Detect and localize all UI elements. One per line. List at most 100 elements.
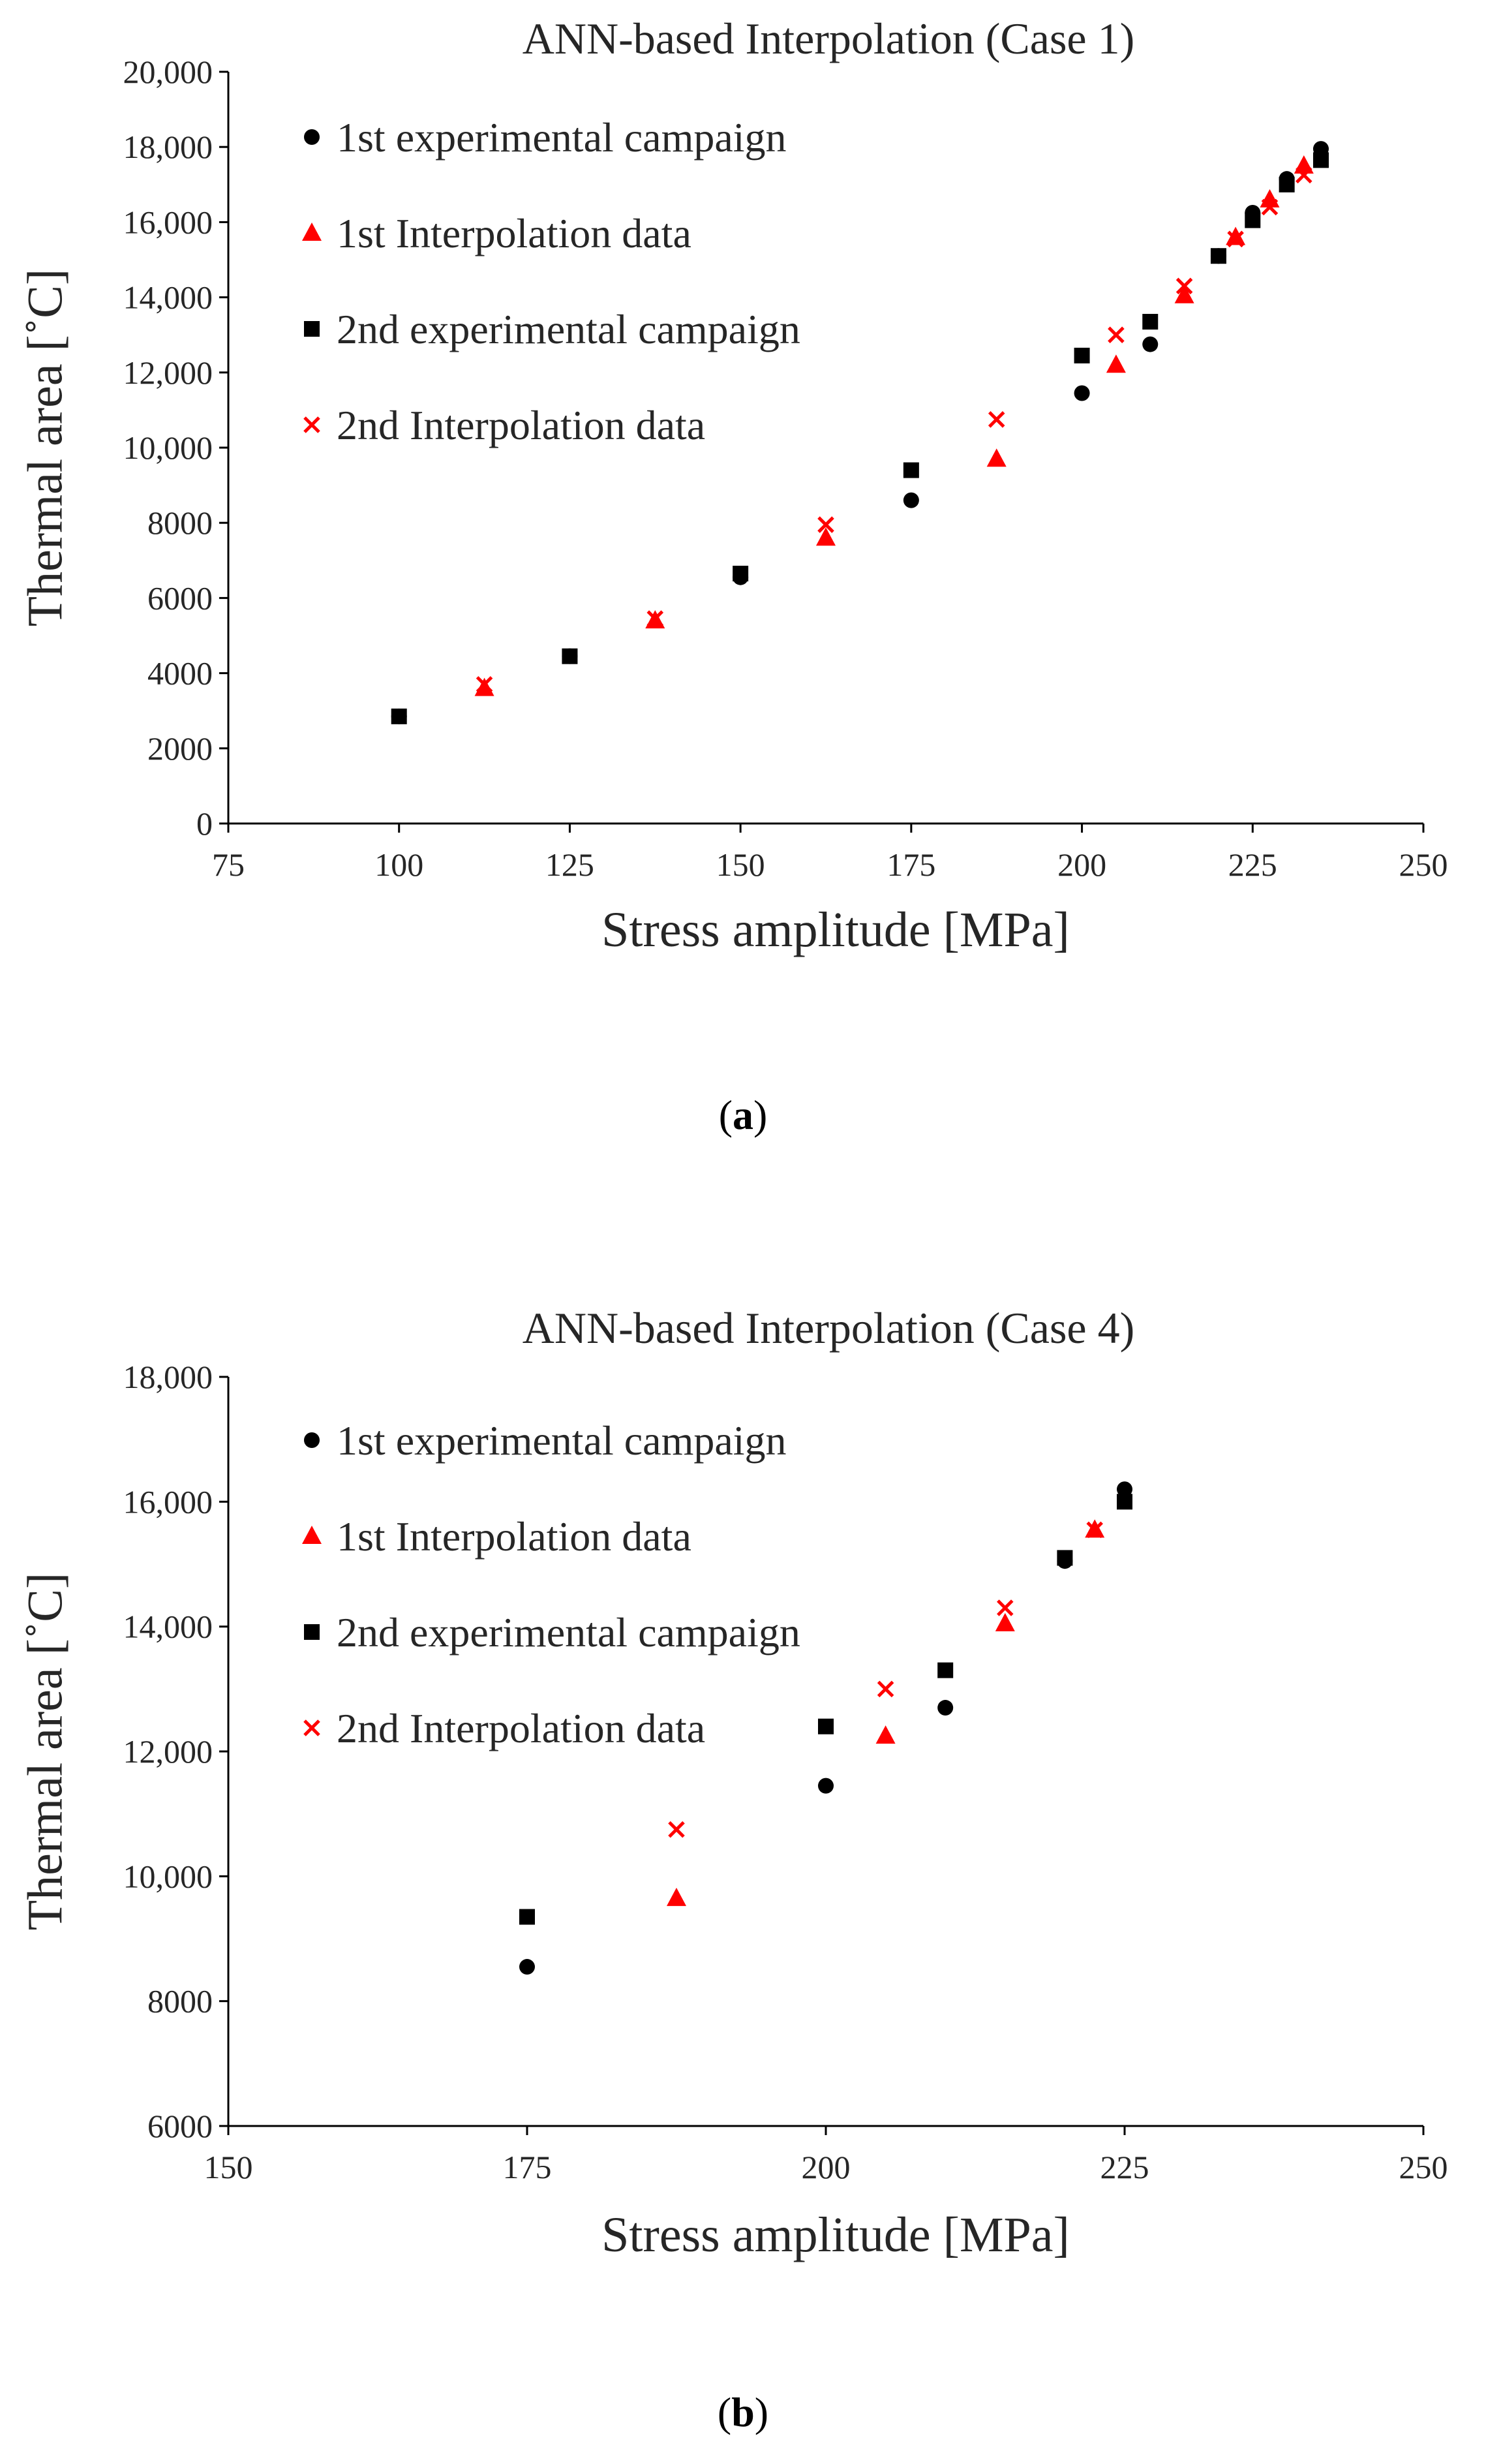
data-point-square [391, 708, 407, 724]
data-point-triangle [986, 448, 1007, 467]
data-point-square [937, 1662, 954, 1678]
data-point-triangle [1294, 155, 1314, 174]
x-axis-title: Stress amplitude [MPa] [601, 2208, 1070, 2262]
x-tick-label: 200 [802, 2149, 851, 2185]
data-point-triangle [474, 677, 494, 696]
data-point-square [562, 648, 578, 664]
y-tick-label: 12,000 [123, 1733, 213, 1770]
chart-panel-a: ANN-based Interpolation (Case 1) 0 2000 400… [18, 14, 1448, 1138]
legend-label: 2nd Interpolation data [337, 1705, 705, 1751]
data-point-triangle [995, 1612, 1015, 1631]
y-tick-label: 8000 [147, 1983, 213, 2020]
y-tick-label: 6000 [147, 579, 213, 616]
data-point-cross [1227, 230, 1244, 248]
x-tick-label: 175 [503, 2149, 552, 2185]
series-3 [391, 152, 1329, 724]
data-point-square [733, 565, 749, 581]
legend-label: 1st Interpolation data [337, 210, 691, 256]
data-point-circle [818, 1778, 834, 1794]
data-point-square [818, 1718, 834, 1734]
data-point-triangle [1226, 226, 1246, 245]
data-point-triangle [667, 1887, 686, 1906]
data-point-cross [1261, 198, 1279, 216]
legend-label: 2nd experimental campaign [337, 306, 800, 352]
legend-label: 1st experimental campaign [337, 114, 787, 161]
data-point-triangle [1106, 354, 1126, 373]
legend-marker-triangle [302, 223, 322, 241]
legend-label: 2nd Interpolation data [337, 402, 705, 448]
data-point-circle [1117, 1481, 1132, 1498]
data-point-cross [476, 676, 493, 693]
data-point-cross [817, 516, 834, 533]
x-tick-label: 100 [374, 846, 423, 883]
series-4 [476, 166, 1312, 693]
legend-label: 1st experimental campaign [337, 1417, 787, 1464]
data-point-cross [997, 1599, 1014, 1616]
x-tick-label: 175 [887, 846, 935, 883]
legend-marker-triangle [302, 1526, 322, 1544]
y-tick-label: 2000 [147, 730, 213, 767]
series-3 [519, 1494, 1132, 1925]
legend: 1st experimental campaign 1st Interpolati… [302, 114, 800, 448]
y-tick-label: 20,000 [123, 54, 213, 90]
data-point-circle [937, 1700, 954, 1716]
chart-panel-b: ANN-based Interpolation (Case 4) 6000 8000… [18, 1303, 1448, 2435]
data-point-cross [988, 411, 1005, 428]
y-tick-label: 16,000 [123, 1483, 213, 1520]
y-tick-label: 12,000 [123, 354, 213, 391]
legend-marker-cross [303, 1719, 320, 1736]
y-axis-title: Thermal area [˚C] [18, 269, 73, 627]
y-tick-label: 14,000 [123, 279, 213, 316]
legend-marker-cross [303, 416, 320, 433]
x-tick-label: 200 [1057, 846, 1106, 883]
y-tick-label: 4000 [147, 655, 213, 692]
data-point-square [1057, 1550, 1073, 1566]
chart-title: ANN-based Interpolation (Case 4) [523, 1303, 1135, 1353]
y-tick-label: 0 [196, 805, 213, 842]
legend-label: 1st Interpolation data [337, 1513, 691, 1560]
y-tick-label: 18,000 [123, 129, 213, 165]
legend: 1st experimental campaign 1st Interpolati… [302, 1417, 800, 1751]
legend-label: 2nd experimental campaign [337, 1609, 800, 1656]
y-tick-label: 8000 [147, 504, 213, 541]
chart-title: ANN-based Interpolation (Case 1) [523, 14, 1135, 63]
y-tick-label: 6000 [147, 2108, 213, 2144]
y-tick-label: 10,000 [123, 429, 213, 466]
data-point-cross [1175, 277, 1193, 295]
data-point-circle [519, 1959, 535, 1975]
data-point-circle [903, 492, 919, 508]
series-2 [667, 1519, 1105, 1906]
legend-marker-square [304, 321, 320, 337]
data-point-triangle [816, 527, 836, 546]
legend-marker-square [304, 1624, 320, 1640]
data-point-square [1312, 152, 1329, 168]
x-tick-label: 75 [212, 846, 245, 883]
x-tick-label: 150 [204, 2149, 253, 2185]
data-point-cross [877, 1680, 894, 1698]
data-point-square [1142, 314, 1159, 330]
y-tick-label: 14,000 [123, 1609, 213, 1645]
data-point-cross [646, 610, 664, 627]
y-tick-label: 10,000 [123, 1858, 213, 1894]
data-point-triangle [875, 1725, 896, 1744]
data-point-cross [1086, 1521, 1103, 1539]
y-tick-label: 18,000 [123, 1359, 213, 1395]
data-point-square [1210, 248, 1226, 264]
data-point-square [1245, 212, 1261, 228]
x-tick-label: 225 [1100, 2149, 1149, 2185]
data-point-square [1117, 1494, 1132, 1510]
data-point-square [1074, 347, 1090, 363]
x-tick-label: 250 [1399, 2149, 1448, 2185]
data-point-square [1279, 176, 1295, 192]
x-tick-label: 250 [1399, 846, 1448, 883]
y-axis-title: Thermal area [˚C] [18, 1573, 73, 1931]
data-point-circle [1074, 385, 1090, 401]
data-point-square [519, 1909, 535, 1925]
legend-marker-circle [304, 129, 320, 145]
panel-caption: (a) [719, 1092, 768, 1138]
x-tick-label: 125 [545, 846, 594, 883]
data-point-triangle [1174, 285, 1194, 303]
x-tick-label: 225 [1228, 846, 1277, 883]
data-point-cross [668, 1821, 685, 1838]
